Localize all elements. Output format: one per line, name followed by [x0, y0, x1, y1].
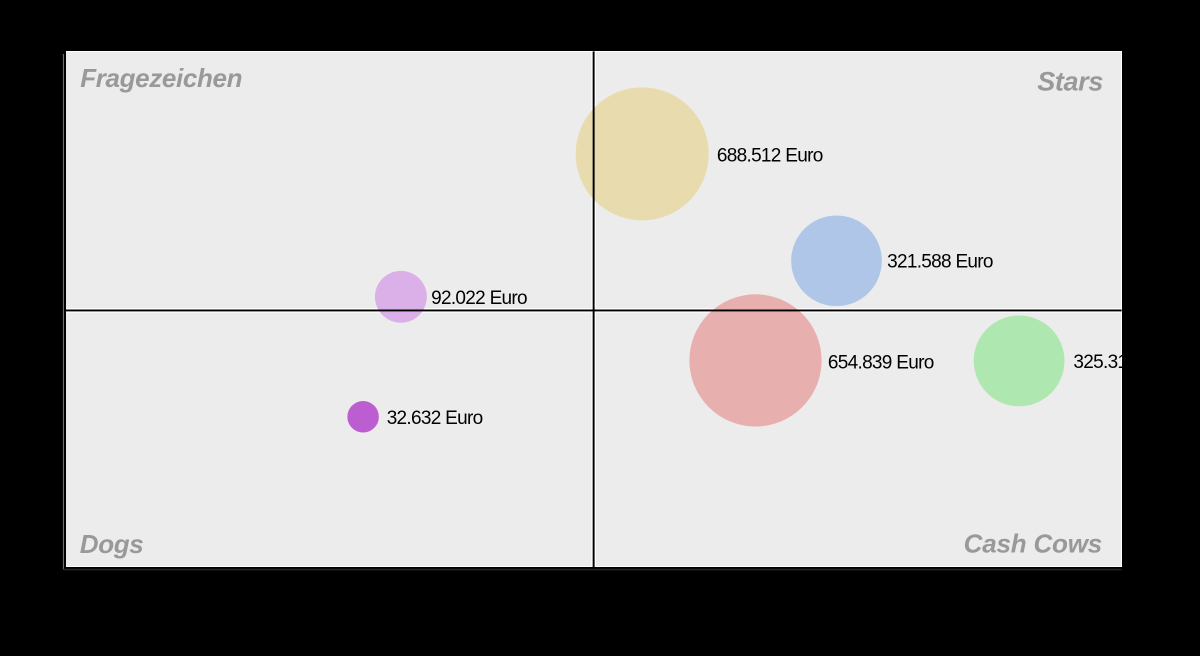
svg-text:654.839 Euro: 654.839 Euro [828, 352, 934, 373]
svg-text:Dogs: Dogs [80, 529, 144, 559]
svg-text:32.632 Euro: 32.632 Euro [387, 408, 483, 429]
svg-text:Fragezeichen: Fragezeichen [80, 63, 242, 93]
svg-text:325.317 Euro: 325.317 Euro [1073, 352, 1179, 373]
svg-text:688.512 Euro: 688.512 Euro [717, 146, 823, 167]
svg-text:92.022 Euro: 92.022 Euro [431, 288, 527, 309]
svg-text:Stars: Stars [1037, 67, 1103, 97]
svg-text:Cash Cows: Cash Cows [964, 529, 1102, 559]
svg-text:321.588 Euro: 321.588 Euro [887, 252, 993, 273]
